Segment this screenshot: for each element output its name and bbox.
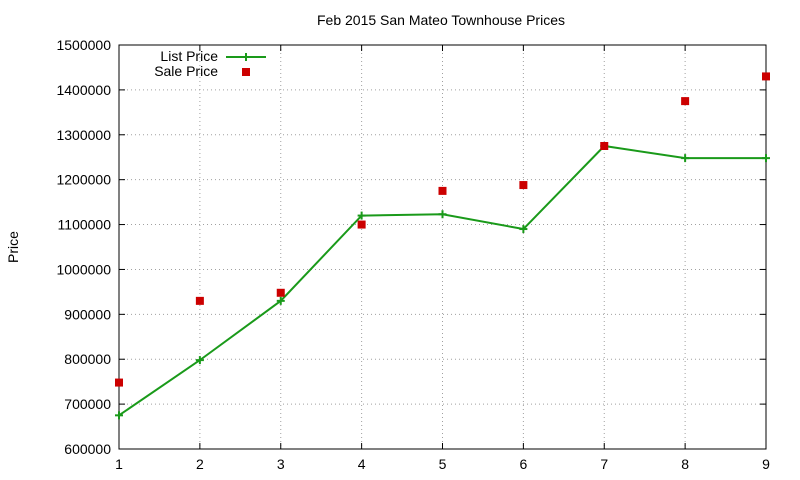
- x-tick-label: 6: [519, 456, 527, 472]
- y-tick-label: 600000: [64, 441, 111, 457]
- point-sale-price: [115, 378, 123, 387]
- point-list-price: [115, 411, 123, 420]
- point-list-price: [519, 225, 528, 234]
- x-tick-label: 3: [277, 456, 285, 472]
- x-tick-label: 1: [115, 456, 123, 472]
- point-sale-price: [195, 296, 204, 305]
- y-tick-label: 1300000: [56, 127, 111, 143]
- point-list-price: [438, 210, 447, 219]
- x-tick-label: 4: [358, 456, 366, 472]
- y-tick-label: 900000: [64, 306, 111, 322]
- series-line-list-price: [118, 144, 766, 417]
- chart-title: Feb 2015 San Mateo Townhouse Prices: [317, 12, 565, 28]
- point-sale-price: [276, 288, 285, 297]
- y-tick-label: 800000: [64, 351, 111, 367]
- y-tick-label: 1000000: [56, 261, 111, 277]
- point-list-price: [357, 211, 366, 220]
- series: [115, 72, 770, 420]
- point-list-price: [276, 296, 285, 305]
- x-tick-label: 8: [681, 456, 689, 472]
- legend-label-sale-price: Sale Price: [154, 63, 218, 79]
- legend: List Price Sale Price: [154, 48, 266, 79]
- x-tick-label: 5: [439, 456, 447, 472]
- y-tick-label: 700000: [64, 396, 111, 412]
- point-sale-price: [519, 181, 528, 190]
- y-tick-label: 1200000: [56, 172, 111, 188]
- y-tick-label: 1500000: [56, 37, 111, 53]
- y-tick-label: 1400000: [56, 82, 111, 98]
- point-list-price: [762, 154, 770, 163]
- grid: [119, 45, 766, 449]
- point-list-price: [681, 154, 690, 163]
- legend-label-list-price: List Price: [160, 48, 218, 64]
- point-sale-price: [600, 142, 609, 150]
- x-tick-label: 2: [196, 456, 204, 472]
- point-sale-price: [438, 186, 447, 195]
- x-axis-ticks: 1 2 3 4 5 6 7 8 9: [115, 45, 770, 472]
- y-axis-label: Price: [5, 231, 21, 263]
- y-axis-ticks: 600000 700000 800000 900000 1000000 1100000 12…: [56, 37, 766, 457]
- point-sale-price: [357, 220, 366, 229]
- x-tick-label: 7: [600, 456, 608, 472]
- point-list-price: [195, 356, 204, 365]
- point-sale-price: [762, 72, 770, 81]
- x-tick-label: 9: [762, 456, 770, 472]
- y-tick-label: 1100000: [58, 217, 112, 233]
- legend-marker-sale-price: [242, 68, 250, 76]
- point-sale-price: [681, 97, 690, 106]
